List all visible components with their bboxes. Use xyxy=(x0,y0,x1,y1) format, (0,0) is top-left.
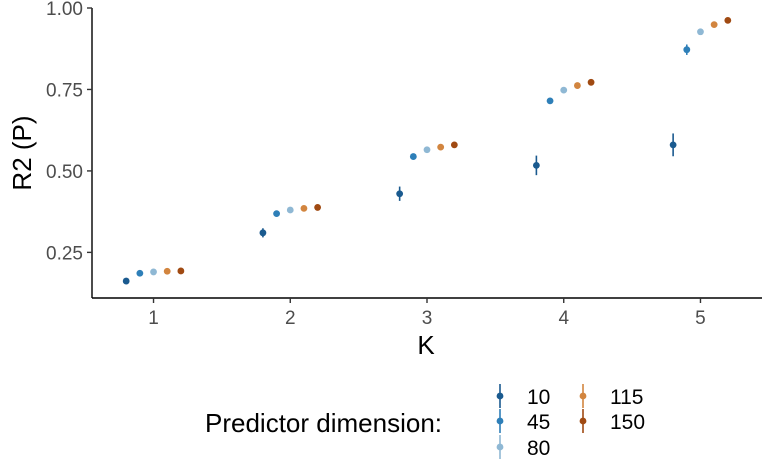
data-point xyxy=(450,141,458,149)
series-150 xyxy=(177,16,732,275)
y-tick-label: 0.25 xyxy=(46,243,83,264)
data-point xyxy=(423,146,431,154)
legend-entry-150: 150 xyxy=(579,409,645,434)
y-axis: 0.25 0.50 0.75 1.00 xyxy=(46,0,93,298)
legend-key-point xyxy=(496,443,504,451)
data-point xyxy=(409,153,417,160)
x-tick-label: 5 xyxy=(695,308,706,329)
data-point xyxy=(300,204,308,212)
legend-label: 10 xyxy=(527,386,550,409)
data-point xyxy=(314,204,322,211)
x-tick-label: 2 xyxy=(285,308,296,329)
data-point xyxy=(273,210,280,218)
y-axis-title: R2 (P) xyxy=(7,115,37,190)
legend-entry-80: 80 xyxy=(496,435,550,460)
data-point xyxy=(546,97,554,105)
data-point xyxy=(710,21,718,29)
plot-area xyxy=(122,16,732,285)
y-tick-label: 0.50 xyxy=(46,162,83,183)
legend-key-point xyxy=(496,392,504,400)
y-tick-label: 1.00 xyxy=(46,0,83,20)
legend-entry-10: 10 xyxy=(496,384,550,409)
data-point xyxy=(177,267,185,275)
data-point xyxy=(150,268,157,276)
data-point xyxy=(437,143,445,151)
legend-key-point xyxy=(496,417,504,425)
data-point xyxy=(286,206,294,214)
data-point xyxy=(163,267,171,275)
legend-entry-115: 115 xyxy=(579,384,643,409)
series-10 xyxy=(122,133,677,285)
x-axis: 1 2 3 4 5 xyxy=(92,297,762,329)
legend-label: 45 xyxy=(527,411,550,434)
legend-key-point xyxy=(579,417,587,425)
data-point xyxy=(136,269,144,277)
legend-title: Predictor dimension: xyxy=(205,408,442,438)
x-axis-title: K xyxy=(417,330,435,360)
x-tick-label: 4 xyxy=(558,308,569,329)
data-point xyxy=(396,190,404,198)
data-point xyxy=(697,28,704,36)
data-point xyxy=(724,16,732,24)
legend-entry-45: 45 xyxy=(496,409,550,434)
data-point xyxy=(122,277,130,285)
series-80 xyxy=(150,28,704,276)
data-point xyxy=(560,86,568,94)
series-45 xyxy=(136,44,691,277)
data-point xyxy=(532,161,540,169)
series-115 xyxy=(163,21,718,275)
y-tick-label: 0.75 xyxy=(46,80,83,101)
legend-key-point xyxy=(579,392,587,400)
legend-label: 150 xyxy=(610,411,645,434)
data-point xyxy=(669,141,677,149)
x-tick-label: 1 xyxy=(148,308,159,329)
data-point xyxy=(587,78,595,86)
legend-label: 115 xyxy=(610,386,643,409)
data-point xyxy=(683,46,691,54)
data-point xyxy=(259,229,267,237)
data-point xyxy=(574,82,581,89)
legend-label: 80 xyxy=(527,437,550,460)
x-tick-label: 3 xyxy=(422,308,433,329)
